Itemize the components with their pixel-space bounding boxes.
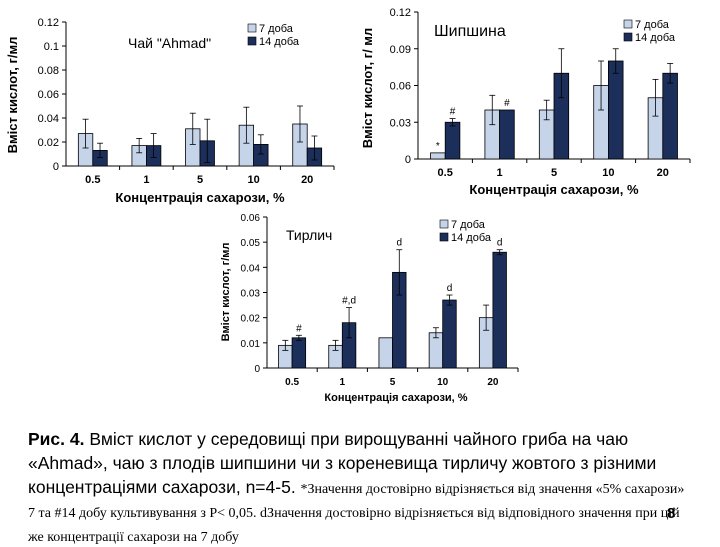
y-tick-label: 0.03 xyxy=(390,117,411,129)
x-tick-label: 0.5 xyxy=(85,174,100,186)
significance-mark: # xyxy=(450,107,456,118)
y-tick-label: 0.08 xyxy=(38,65,59,77)
y-tick-label: 0.12 xyxy=(390,7,411,19)
significance-mark: d xyxy=(396,238,402,249)
legend-swatch xyxy=(439,232,449,242)
bar-14d xyxy=(442,299,457,369)
x-tick-label: 20 xyxy=(487,377,499,388)
x-tick-label: 1 xyxy=(497,167,503,179)
legend-label: 14 доба xyxy=(451,232,492,244)
x-tick-label: 10 xyxy=(437,377,449,388)
significance-mark: # xyxy=(296,323,302,334)
y-tick-label: 0.04 xyxy=(241,263,261,274)
x-tick-label: 1 xyxy=(143,174,149,186)
significance-mark: d xyxy=(447,283,453,294)
legend-swatch xyxy=(439,219,449,229)
chart-title: Чай "Ahmad" xyxy=(128,35,211,51)
y-tick-label: 0 xyxy=(405,154,411,166)
legend-swatch xyxy=(623,19,633,29)
x-tick-label: 5 xyxy=(390,377,396,388)
legend-swatch xyxy=(247,23,257,33)
page-number: 8 xyxy=(667,505,676,522)
significance-mark: # xyxy=(504,98,510,109)
x-tick-label: 5 xyxy=(551,167,557,179)
y-axis-label: Вміст кислот, г/мл xyxy=(5,37,20,154)
bar-7d xyxy=(378,337,393,369)
legend-label: 14 доба xyxy=(259,36,300,48)
figure-caption: Рис. 4. Вміст кислот у середовищі при ви… xyxy=(28,427,688,547)
legend-swatch xyxy=(247,36,257,46)
x-axis-label: Концентрація сахарози, % xyxy=(324,392,467,404)
legend-label: 7 доба xyxy=(259,23,294,35)
significance-mark: * xyxy=(436,141,440,152)
x-axis-label: Концентрація сахарози, % xyxy=(469,182,639,197)
x-tick-label: 0.5 xyxy=(285,377,299,388)
caption-lead: Рис. 4. xyxy=(28,429,85,449)
y-tick-label: 0.06 xyxy=(38,89,59,101)
y-tick-label: 0 xyxy=(53,161,59,173)
x-tick-label: 5 xyxy=(197,174,203,186)
y-tick-label: 0.02 xyxy=(38,137,59,149)
x-tick-label: 20 xyxy=(301,174,313,186)
x-tick-label: 10 xyxy=(247,174,259,186)
y-tick-label: 0.03 xyxy=(241,289,261,300)
legend-label: 14 доба xyxy=(635,32,676,44)
x-axis-label: Концентрація сахарози, % xyxy=(115,190,285,205)
y-tick-label: 0.05 xyxy=(241,238,261,249)
x-tick-label: 0.5 xyxy=(438,167,453,179)
y-tick-label: 0.06 xyxy=(390,81,411,93)
y-tick-label: 0.01 xyxy=(241,339,261,350)
caption-main: Вміст кислот у середовищі при вирощуванн… xyxy=(28,429,657,497)
x-tick-label: 10 xyxy=(602,167,614,179)
bar-14d xyxy=(492,251,507,369)
y-axis-label: Вміст кислот, г/ мл xyxy=(360,28,375,148)
y-tick-label: 0.12 xyxy=(38,17,59,29)
bar-14d xyxy=(499,109,515,160)
y-tick-label: 0 xyxy=(254,364,260,375)
legend-swatch xyxy=(623,32,633,42)
x-tick-label: 1 xyxy=(340,377,346,388)
significance-mark: d xyxy=(497,238,503,249)
chart-title: Шипшина xyxy=(434,23,506,40)
legend-label: 7 доба xyxy=(451,219,486,231)
chart-title: Тирлич xyxy=(286,227,332,243)
x-tick-label: 20 xyxy=(657,167,669,179)
legend-label: 7 доба xyxy=(635,19,670,31)
y-tick-label: 0.04 xyxy=(38,113,59,125)
y-tick-label: 0.02 xyxy=(241,314,261,325)
y-axis-label: Вміст кислот, г/мл xyxy=(220,243,232,342)
y-tick-label: 0.06 xyxy=(241,213,261,224)
bar-14d xyxy=(291,337,307,369)
y-tick-label: 0.1 xyxy=(44,41,59,53)
y-tick-label: 0.09 xyxy=(390,44,411,56)
significance-mark: #,d xyxy=(342,296,356,307)
